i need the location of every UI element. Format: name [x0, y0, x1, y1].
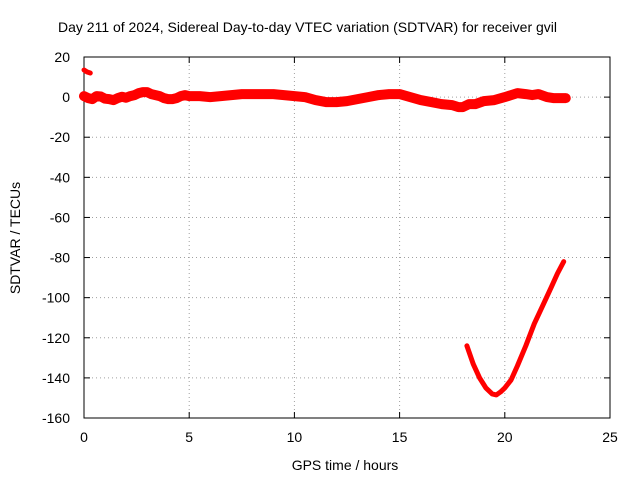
- y-tick-label: -80: [50, 250, 70, 266]
- x-tick-label: 10: [287, 429, 303, 445]
- y-tick-label: -20: [50, 129, 70, 145]
- y-tick-label: -40: [50, 169, 70, 185]
- y-tick-label: -100: [42, 290, 70, 306]
- y-tick-label: 0: [62, 89, 70, 105]
- plot-area-border: [83, 56, 611, 419]
- x-tick-label: 25: [602, 429, 618, 445]
- series-line-2: [81, 67, 93, 76]
- y-tick-label: -160: [42, 410, 70, 426]
- x-tick-label: 20: [497, 429, 513, 445]
- grid-lines: [84, 57, 610, 418]
- data-series: [79, 67, 571, 398]
- series-line-3: [464, 259, 567, 398]
- series-line-1: [79, 87, 571, 113]
- axis-ticks: 0 5 10 15 20 25 20 0 -20 -40 -60 -80 -100 -120 -140 -16…: [42, 49, 618, 445]
- y-axis-label: SDTVAR / TECUs: [7, 182, 23, 294]
- y-tick-label: -60: [50, 209, 70, 225]
- y-tick-label: 20: [54, 49, 70, 65]
- x-tick-label: 15: [392, 429, 408, 445]
- x-tick-label: 0: [80, 429, 88, 445]
- x-axis-label: GPS time / hours: [292, 457, 399, 473]
- chart-title: Day 211 of 2024, Sidereal Day-to-day VTE…: [58, 19, 557, 35]
- x-tick-label: 5: [185, 429, 193, 445]
- y-tick-label: -140: [42, 370, 70, 386]
- y-tick-label: -120: [42, 330, 70, 346]
